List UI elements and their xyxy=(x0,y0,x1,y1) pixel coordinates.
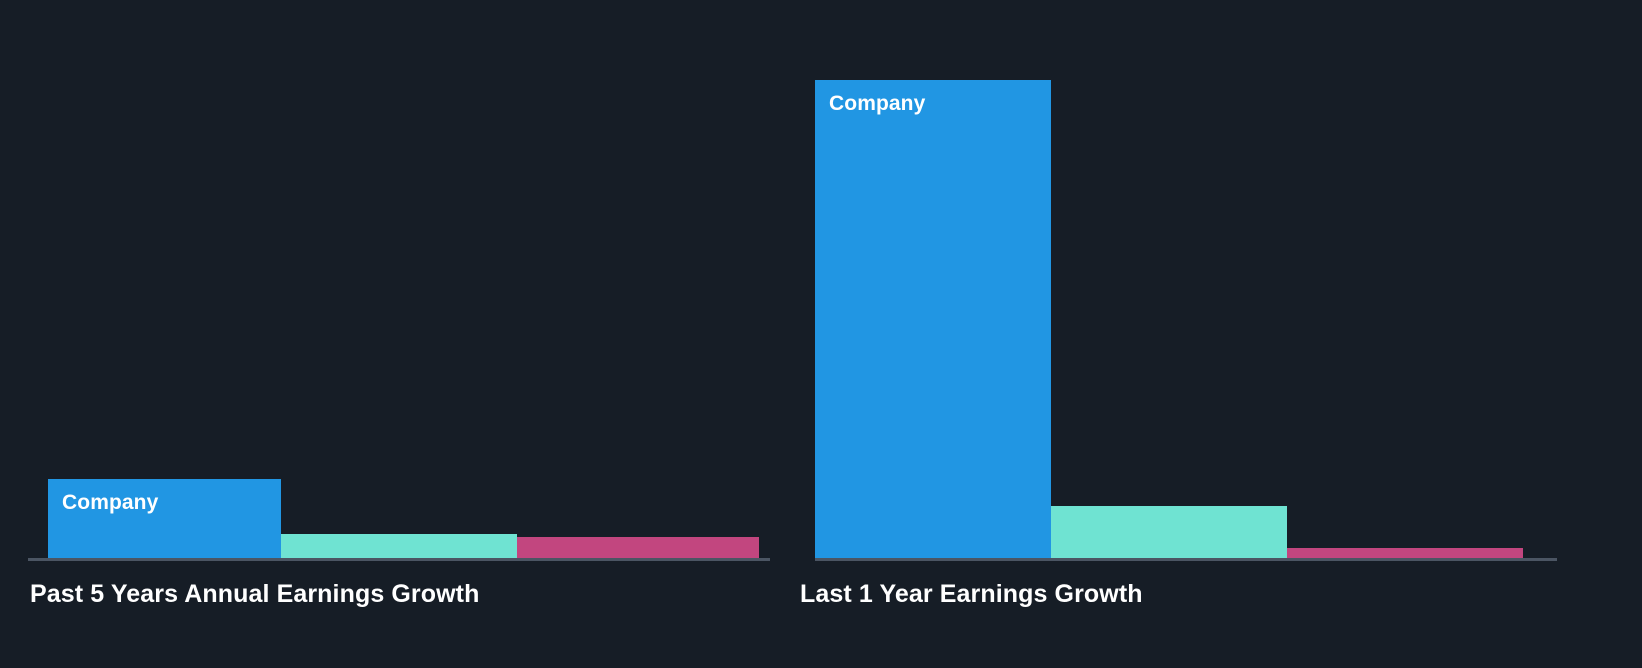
bar-group-market-left: Market 16.7% xyxy=(517,0,759,558)
bar-industry-left[interactable] xyxy=(281,534,517,558)
plot-area-right: 395.6% Company Industry 41.9% Market 7.7… xyxy=(815,0,1614,558)
chart-title-left: Past 5 Years Annual Earnings Growth xyxy=(30,580,480,608)
bar-group-company-right: 395.6% Company xyxy=(815,0,1051,558)
company-series-name-right: Company xyxy=(829,92,926,115)
chart-title-right: Last 1 Year Earnings Growth xyxy=(800,580,1143,608)
bar-group-company-left: 63.2% Company xyxy=(48,0,281,558)
axis-baseline-right xyxy=(815,558,1557,561)
bar-company-left[interactable]: Company xyxy=(48,479,281,558)
plot-area-left: 63.2% Company Industry 19.2% Market 16.7… xyxy=(28,0,772,558)
company-series-name-left: Company xyxy=(62,491,159,514)
bar-group-market-right: Market 7.7% xyxy=(1287,0,1523,558)
bar-company-right[interactable]: Company xyxy=(815,80,1051,558)
bar-group-industry-right: Industry 41.9% xyxy=(1051,0,1287,558)
bar-market-right[interactable] xyxy=(1287,548,1523,558)
axis-baseline-left xyxy=(28,558,770,561)
chart-panel-past-5-years: 63.2% Company Industry 19.2% Market 16.7… xyxy=(0,0,800,668)
bar-industry-right[interactable] xyxy=(1051,506,1287,558)
bar-group-industry-left: Industry 19.2% xyxy=(281,0,517,558)
bar-market-left[interactable] xyxy=(517,537,759,558)
chart-panel-last-1-year: 395.6% Company Industry 41.9% Market 7.7… xyxy=(800,0,1642,668)
